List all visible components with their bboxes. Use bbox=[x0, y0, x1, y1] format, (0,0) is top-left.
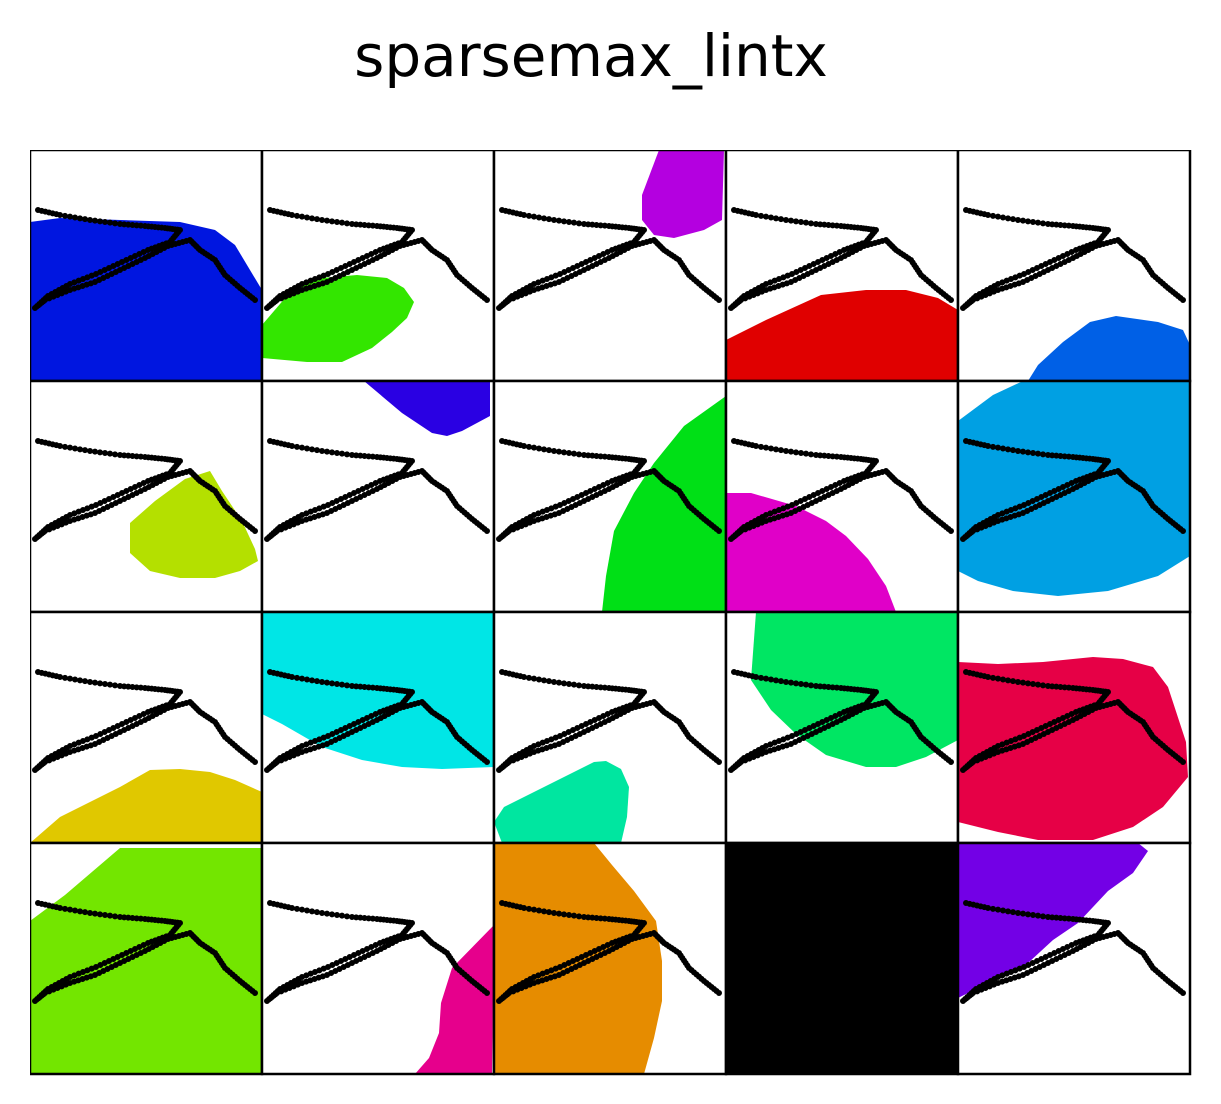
stroke-points bbox=[264, 900, 490, 1004]
region-fill bbox=[30, 769, 262, 843]
panel bbox=[956, 150, 1192, 383]
panel bbox=[724, 150, 960, 383]
panel bbox=[260, 379, 496, 614]
region-fill bbox=[642, 150, 724, 238]
stroke-points bbox=[264, 438, 490, 542]
panel-grid bbox=[30, 150, 1192, 1076]
stroke-points bbox=[496, 669, 722, 773]
stroke-points bbox=[264, 207, 490, 311]
region-fill bbox=[958, 843, 1148, 998]
region-fill bbox=[494, 761, 629, 843]
region-fill bbox=[726, 493, 896, 612]
panel bbox=[956, 379, 1192, 614]
stroke-points bbox=[32, 669, 258, 773]
panel bbox=[30, 379, 264, 614]
region-fill bbox=[415, 925, 494, 1074]
stroke-points bbox=[960, 900, 1186, 1004]
panel bbox=[492, 610, 728, 845]
panel bbox=[724, 379, 960, 614]
panel bbox=[30, 150, 264, 383]
panel bbox=[724, 841, 960, 1076]
region-fill bbox=[726, 290, 958, 381]
stroke-points bbox=[496, 207, 722, 311]
stroke-points bbox=[32, 438, 258, 542]
panel bbox=[260, 610, 496, 845]
stroke-points bbox=[960, 438, 1186, 542]
panel bbox=[956, 610, 1192, 845]
stroke-points bbox=[32, 207, 258, 311]
panel bbox=[260, 150, 496, 383]
stroke-points bbox=[728, 900, 954, 1004]
panel bbox=[492, 841, 728, 1076]
region-fill bbox=[262, 275, 414, 362]
stroke-points bbox=[728, 207, 954, 311]
region-fill bbox=[130, 471, 258, 578]
region-fill bbox=[958, 657, 1188, 840]
panel bbox=[492, 150, 728, 383]
panel bbox=[30, 841, 264, 1076]
panel-border bbox=[956, 841, 1192, 1076]
panel bbox=[956, 841, 1192, 1076]
region-fill bbox=[30, 218, 262, 381]
stroke-points bbox=[496, 900, 722, 1004]
region-fill bbox=[602, 396, 726, 612]
panel bbox=[492, 379, 728, 614]
stroke-points bbox=[32, 900, 258, 1004]
stroke-points bbox=[960, 207, 1186, 311]
region-fill bbox=[30, 848, 262, 1074]
region-fill bbox=[1028, 316, 1190, 381]
panel bbox=[724, 610, 960, 845]
stroke-points bbox=[264, 669, 490, 773]
region-fill bbox=[726, 843, 958, 1074]
panel bbox=[260, 841, 496, 1076]
stroke-points bbox=[496, 438, 722, 542]
stroke-points bbox=[728, 438, 954, 542]
chart-title: sparsemax_lintx bbox=[354, 22, 828, 90]
stroke-points bbox=[728, 669, 954, 773]
region-fill bbox=[364, 381, 490, 436]
panel bbox=[30, 610, 264, 845]
stroke-points bbox=[960, 669, 1186, 773]
